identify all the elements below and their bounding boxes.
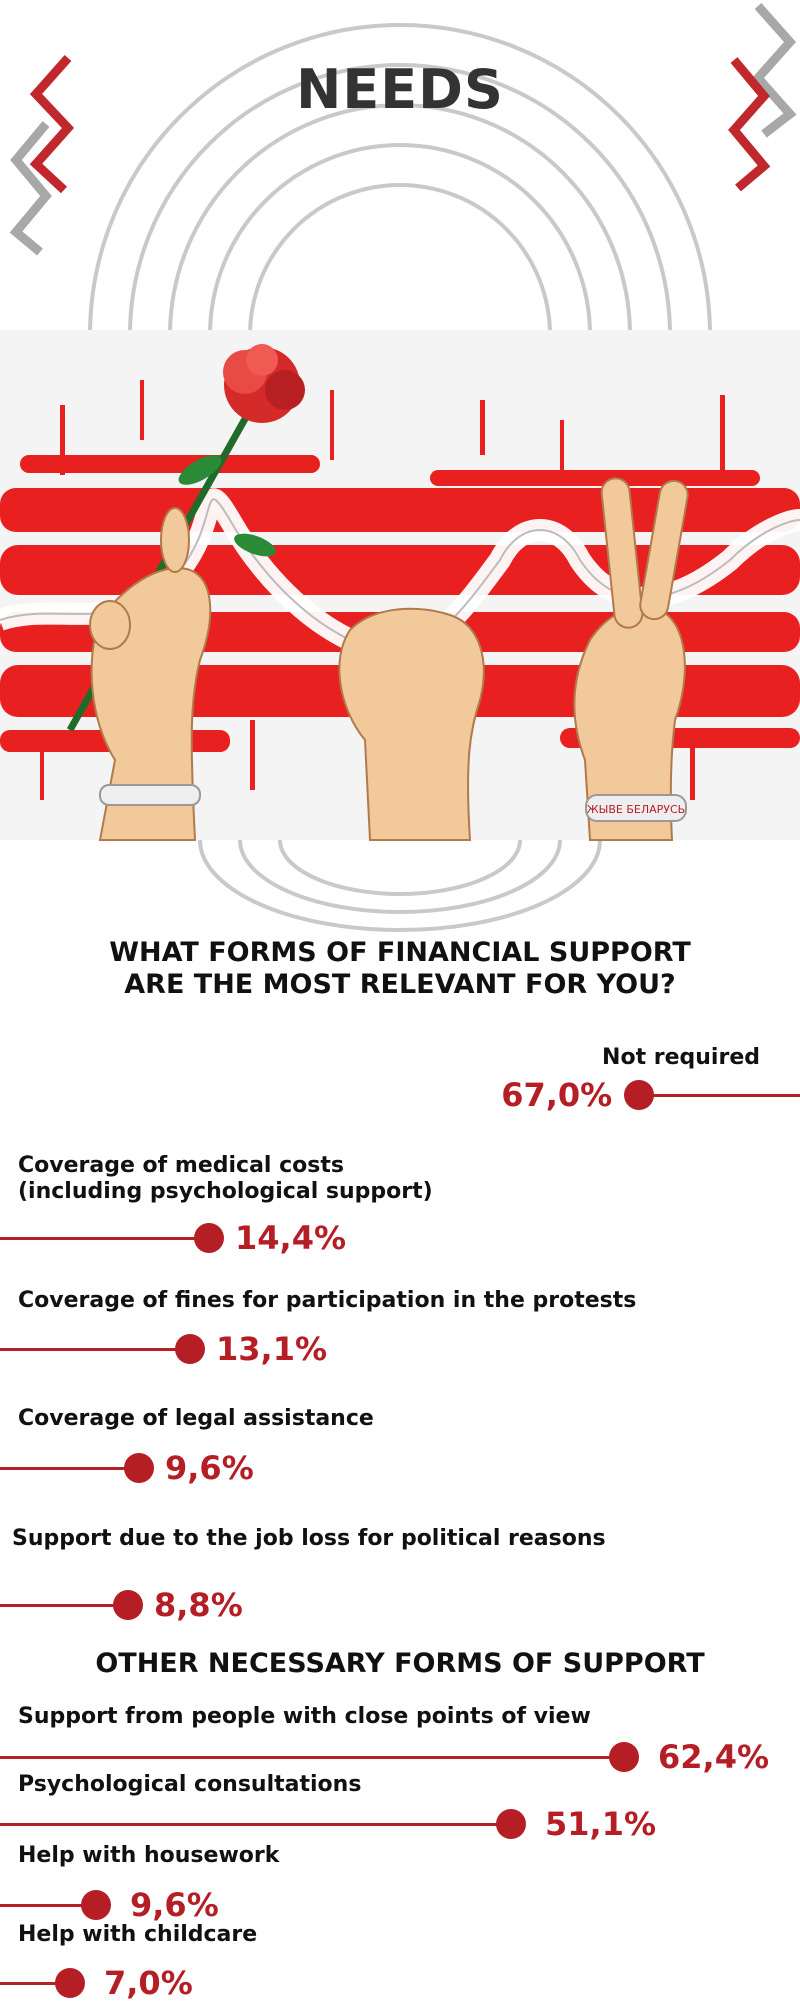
bar-marker-job-loss (113, 1590, 143, 1620)
bar-marker-housework (81, 1890, 111, 1920)
category-label-psychological: Psychological consultations (18, 1772, 362, 1797)
value-label-legal-assistance: 9,6% (165, 1449, 254, 1487)
right-hand (573, 477, 689, 841)
value-label-childcare: 7,0% (104, 1964, 193, 2002)
left-wristband (99, 784, 201, 806)
bar-legal-assistance (0, 1467, 139, 1470)
page-title: NEEDS (296, 58, 504, 121)
ring-arc-top (88, 23, 712, 336)
category-label-childcare: Help with childcare (18, 1922, 258, 1947)
value-label-psychological: 51,1% (545, 1805, 657, 1843)
zigzag-left-red (29, 55, 75, 194)
bar-marker-medical-costs (194, 1223, 224, 1253)
category-label-job-loss: Support due to the job loss for politica… (12, 1526, 606, 1551)
value-label-housework: 9,6% (130, 1886, 219, 1924)
value-label-not-required: 67,0% (501, 1076, 613, 1114)
ring-arc-bottom (238, 839, 562, 914)
bar-fines (0, 1348, 190, 1351)
ring-arc-bottom (198, 839, 602, 932)
ring-arc-bottom (278, 839, 522, 896)
value-label-fines: 13,1% (216, 1330, 328, 1368)
bar-psychological (0, 1823, 511, 1826)
ring-arc-top (208, 143, 592, 336)
category-label-medical-costs: Coverage of medical costs (including psy… (18, 1153, 433, 1205)
bar-medical-costs (0, 1237, 209, 1240)
wristband-text: ЖЫВЕ БЕЛАРУСЬ (587, 803, 685, 816)
category-label-legal-assistance: Coverage of legal assistance (18, 1406, 374, 1431)
ring-arc-top (248, 183, 552, 336)
medical-label-line-1: Coverage of medical costs (18, 1153, 344, 1178)
zigzag-right-gray (751, 3, 797, 138)
category-label-not-required: Not required (602, 1045, 760, 1070)
value-label-medical-costs: 14,4% (235, 1219, 347, 1257)
ring-arc-top (128, 63, 672, 336)
financial-heading-line-1: WHAT FORMS OF FINANCIAL SUPPORT (109, 937, 691, 968)
other-support-heading: OTHER NECESSARY FORMS OF SUPPORT (95, 1648, 705, 1679)
left-hand (89, 507, 212, 841)
financial-support-heading: WHAT FORMS OF FINANCIAL SUPPORT ARE THE … (0, 937, 800, 1002)
value-label-close-views: 62,4% (658, 1738, 770, 1776)
bar-marker-psychological (496, 1809, 526, 1839)
zigzag-right-red (728, 57, 771, 192)
category-label-housework: Help with housework (18, 1843, 280, 1868)
bar-childcare (0, 1982, 70, 1985)
bar-marker-legal-assistance (124, 1453, 154, 1483)
middle-fist (338, 607, 485, 841)
medical-label-line-2: (including psychological support) (18, 1179, 433, 1204)
financial-heading-line-2: ARE THE MOST RELEVANT FOR YOU? (124, 969, 676, 1001)
bar-marker-close-views (609, 1742, 639, 1772)
ring-arc-top (168, 103, 632, 336)
rose (223, 344, 305, 423)
corner-zigzag-decor (9, 3, 797, 256)
bar-close-views (0, 1756, 624, 1759)
bar-marker-childcare (55, 1968, 85, 1998)
bar-job-loss (0, 1604, 128, 1607)
bar-not-required (639, 1094, 800, 1097)
zigzag-left-gray (9, 121, 52, 256)
right-wristband (585, 794, 687, 822)
value-label-job-loss: 8,8% (154, 1586, 243, 1624)
category-label-fines: Coverage of fines for participation in t… (18, 1288, 637, 1313)
bar-housework (0, 1904, 96, 1907)
category-label-close-views: Support from people with close points of… (18, 1704, 591, 1729)
bar-marker-not-required (624, 1080, 655, 1110)
bar-marker-fines (175, 1334, 205, 1364)
